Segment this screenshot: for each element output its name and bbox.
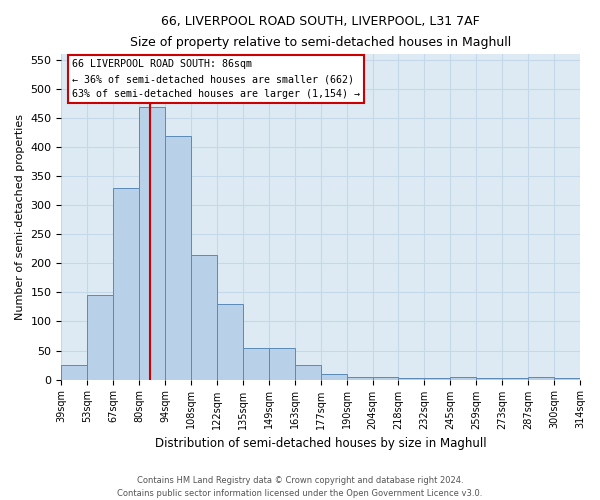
Bar xyxy=(451,376,476,380)
Bar xyxy=(191,254,217,380)
Bar xyxy=(139,106,165,380)
Title: 66, LIVERPOOL ROAD SOUTH, LIVERPOOL, L31 7AF
Size of property relative to semi-d: 66, LIVERPOOL ROAD SOUTH, LIVERPOOL, L31… xyxy=(130,15,511,49)
Bar xyxy=(217,304,243,380)
Bar xyxy=(373,376,398,380)
Bar xyxy=(113,188,139,380)
Text: Contains HM Land Registry data © Crown copyright and database right 2024.
Contai: Contains HM Land Registry data © Crown c… xyxy=(118,476,482,498)
Bar xyxy=(88,296,113,380)
Bar xyxy=(165,136,191,380)
Y-axis label: Number of semi-detached properties: Number of semi-detached properties xyxy=(15,114,25,320)
Bar xyxy=(528,376,554,380)
Bar xyxy=(295,365,321,380)
Bar xyxy=(61,365,88,380)
Bar xyxy=(269,348,295,380)
Bar xyxy=(243,348,269,380)
Bar xyxy=(424,378,451,380)
Bar xyxy=(347,376,373,380)
Bar xyxy=(398,378,424,380)
Bar xyxy=(476,378,502,380)
X-axis label: Distribution of semi-detached houses by size in Maghull: Distribution of semi-detached houses by … xyxy=(155,437,487,450)
Bar xyxy=(321,374,347,380)
Text: 66 LIVERPOOL ROAD SOUTH: 86sqm
← 36% of semi-detached houses are smaller (662)
6: 66 LIVERPOOL ROAD SOUTH: 86sqm ← 36% of … xyxy=(72,59,360,99)
Bar xyxy=(502,378,528,380)
Bar xyxy=(554,378,580,380)
